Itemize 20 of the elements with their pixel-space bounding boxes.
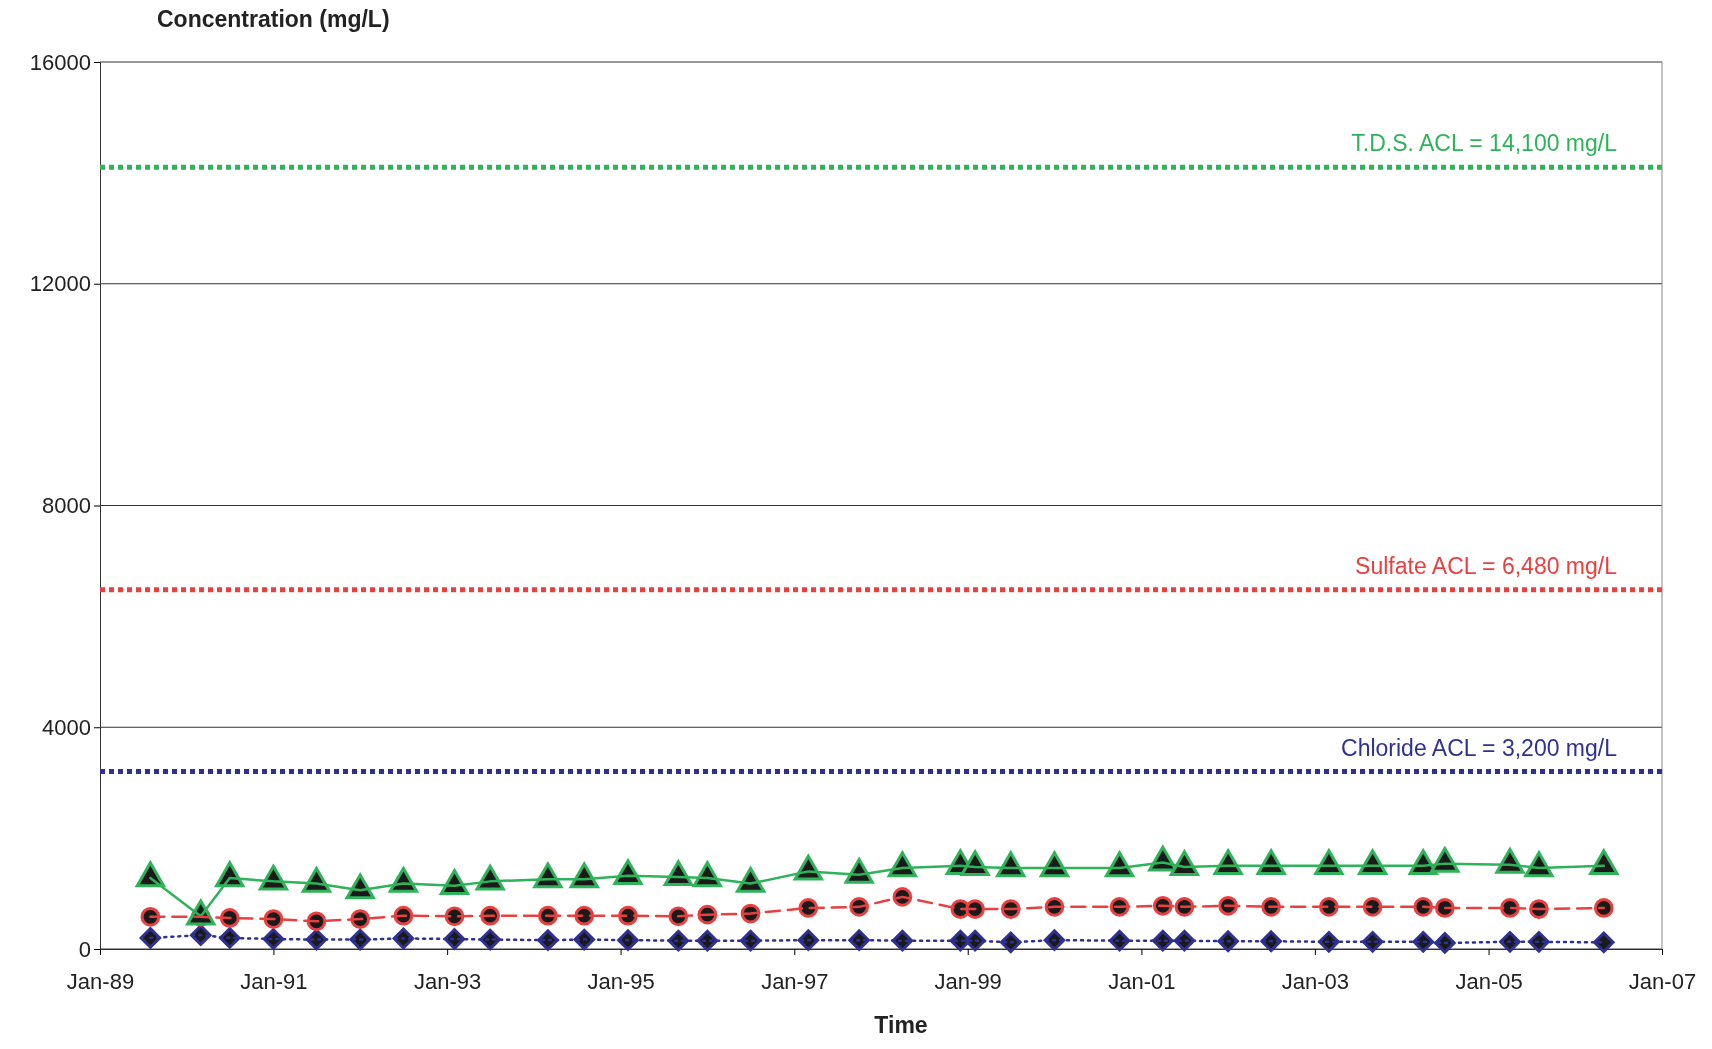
ref-line-label: Chloride ACL = 3,200 mg/L — [1341, 734, 1618, 761]
y-tick-label: 8000 — [42, 493, 91, 519]
x-tick-label: Jan-03 — [1281, 968, 1349, 994]
y-tick-label: 4000 — [42, 714, 91, 740]
x-tick-label: Jan-97 — [761, 968, 829, 994]
x-tick-label: Jan-95 — [587, 968, 655, 994]
x-tick-label: Jan-05 — [1455, 968, 1523, 994]
y-tick-label: 12000 — [29, 271, 91, 297]
x-axis-title: Time — [874, 1012, 928, 1038]
x-tick-label: Jan-89 — [66, 968, 135, 994]
ref-line-label: Sulfate ACL = 6,480 mg/L — [1355, 552, 1618, 579]
x-tick-label: Jan-99 — [934, 968, 1002, 994]
x-tick-label: Jan-93 — [414, 968, 482, 994]
y-tick-label: 16000 — [29, 49, 91, 75]
y-axis-title: Concentration (mg/L) — [157, 6, 390, 32]
ref-line-label: T.D.S. ACL = 14,100 mg/L — [1351, 130, 1618, 157]
x-tick-label: Jan-01 — [1108, 968, 1176, 994]
y-tick-label: 0 — [78, 936, 91, 962]
x-tick-label: Jan-91 — [240, 968, 308, 994]
x-tick-label: Jan-07 — [1628, 968, 1697, 994]
